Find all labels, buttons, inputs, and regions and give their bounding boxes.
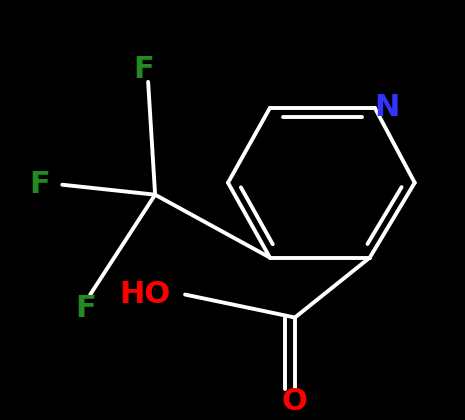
Text: N: N — [374, 93, 399, 122]
Text: O: O — [282, 387, 308, 416]
Text: HO: HO — [119, 280, 170, 309]
Text: F: F — [30, 170, 50, 199]
Text: F: F — [75, 294, 96, 323]
Text: F: F — [133, 55, 153, 84]
